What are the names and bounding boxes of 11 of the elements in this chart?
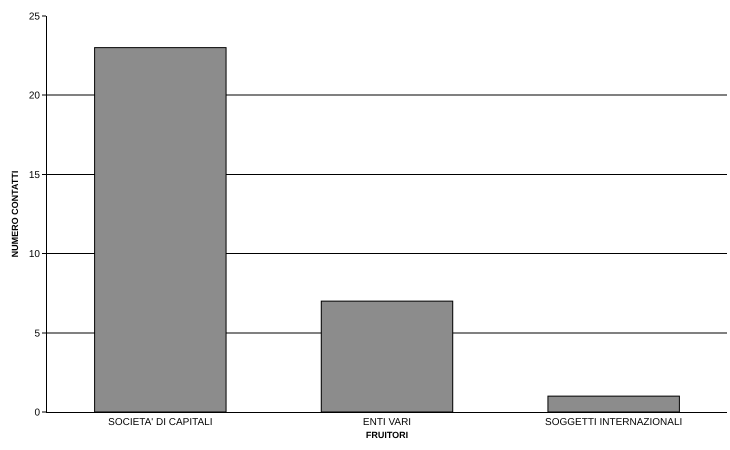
x-tick-label: ENTI VARI	[362, 417, 412, 428]
x-tick-label: SOCIETA' DI CAPITALI	[108, 417, 212, 428]
x-axis-title: FRUITORI	[366, 430, 408, 440]
y-axis-title: NUMERO CONTATTI	[10, 170, 20, 258]
y-tick-label: 20	[28, 90, 40, 102]
x-tick-label: SOGGETTI INTERNAZIONALI	[545, 417, 682, 428]
y-tick-label: 15	[28, 170, 40, 181]
y-tick-label: 10	[28, 249, 40, 260]
y-tick-label: 5	[34, 328, 40, 340]
y-tick-label: 0	[34, 408, 40, 418]
y-tick-label: 25	[28, 12, 40, 22]
